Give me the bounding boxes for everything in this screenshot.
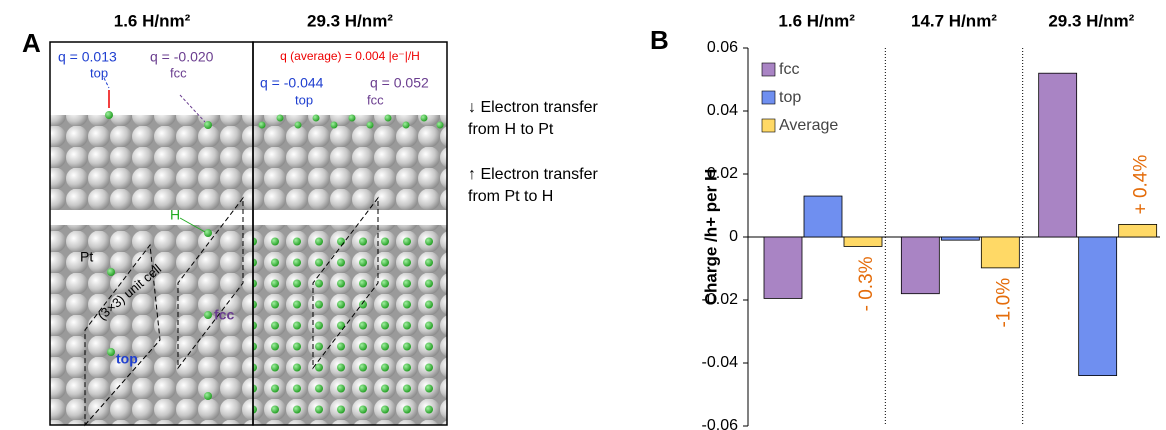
- charge-label: q (average) = 0.004 |e⁻|/H: [280, 49, 420, 63]
- panel-label: A: [22, 28, 41, 58]
- bar: [1078, 236, 1118, 377]
- site-label: fcc: [367, 92, 384, 107]
- atom-label: Pt: [80, 249, 93, 265]
- note: ↓ Electron transfer: [468, 99, 599, 116]
- note: from Pt to H: [468, 188, 553, 205]
- bar: [980, 236, 1020, 269]
- y-tick-label: 0: [729, 228, 738, 245]
- bar: [940, 236, 980, 241]
- value-label: -1.0%: [993, 278, 1014, 328]
- y-tick-label: -0.02: [702, 291, 739, 308]
- legend-label: fcc: [779, 61, 799, 78]
- legend-swatch: [761, 118, 776, 133]
- bar: [763, 236, 803, 299]
- charge-label: q = 0.013: [58, 49, 117, 65]
- structure-images: [49, 41, 448, 427]
- atom-label: H: [170, 207, 180, 223]
- charge-label: q = 0.052: [370, 75, 429, 91]
- panel-title: 1.6 H/nm²: [114, 11, 191, 30]
- y-tick-label: 0.02: [707, 165, 738, 182]
- note: from H to Pt: [468, 121, 554, 138]
- x-category-label: 14.7 H/nm²: [911, 11, 997, 30]
- charge-label: q = -0.020: [150, 49, 214, 65]
- value-label: + 0.4%: [1131, 155, 1152, 215]
- y-tick-label: 0.06: [707, 39, 738, 56]
- panel-title: 29.3 H/nm²: [307, 11, 393, 30]
- y-tick-label: -0.06: [702, 417, 739, 430]
- note: ↑ Electron transfer: [468, 166, 599, 183]
- legend-swatch: [761, 90, 776, 105]
- site-label: top: [295, 92, 313, 107]
- legend-swatch: [761, 62, 776, 77]
- value-label: - 0.3%: [856, 256, 877, 311]
- bar: [843, 236, 883, 247]
- bar: [1118, 223, 1158, 238]
- panel-label: B: [650, 25, 669, 55]
- site-label: fcc: [170, 65, 187, 80]
- legend-label: top: [779, 89, 801, 106]
- bar: [803, 195, 843, 238]
- site-label: top: [90, 65, 108, 80]
- site-label: fcc: [214, 307, 234, 323]
- chart: 0.06 0.04 0.02 0 -0.02 -0.04 -0.06 1.6 H/nm² - 0…: [702, 11, 1160, 430]
- charge-label: q = -0.044: [260, 75, 324, 91]
- bar: [900, 236, 940, 295]
- x-category-label: 1.6 H/nm²: [778, 11, 855, 30]
- y-tick-label: 0.04: [707, 102, 738, 119]
- x-category-label: 29.3 H/nm²: [1048, 11, 1134, 30]
- site-label: top: [116, 351, 138, 367]
- y-tick-label: -0.04: [702, 354, 739, 371]
- legend-label: Average: [779, 117, 838, 134]
- bar: [1038, 72, 1078, 238]
- y-axis-label: Charge /h+ per H: [701, 169, 720, 306]
